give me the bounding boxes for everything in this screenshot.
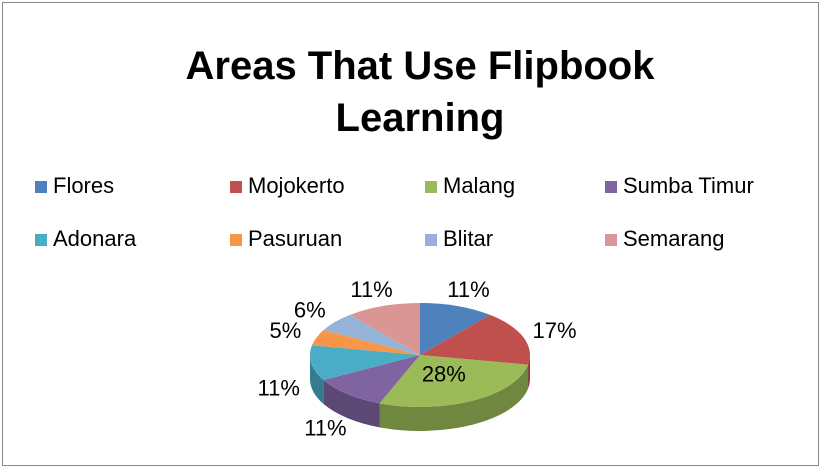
slice-side (379, 364, 529, 431)
slice-side (528, 355, 530, 389)
chart-title: Areas That Use Flipbook Learning (185, 44, 655, 140)
slice (323, 355, 420, 404)
slice (323, 314, 420, 355)
data-label: 11% (258, 375, 300, 400)
legend-swatch (35, 234, 47, 246)
data-label: 11% (304, 416, 346, 441)
slice (379, 355, 529, 408)
slice (420, 314, 530, 365)
legend-label: Flores (53, 173, 114, 198)
data-label: 5% (270, 318, 302, 343)
legend-swatch (605, 234, 617, 246)
data-label: 6% (294, 298, 326, 323)
slice (420, 303, 491, 355)
legend-swatch (35, 181, 47, 193)
legend-label: Blitar (443, 226, 493, 251)
slice (311, 329, 420, 355)
data-label: 11% (447, 277, 489, 302)
legend-swatch (425, 181, 437, 193)
slice-side (323, 380, 380, 428)
data-label: 11% (350, 277, 392, 302)
data-label: 17% (533, 318, 577, 343)
legend-label: Malang (443, 173, 515, 198)
legend-swatch (230, 181, 242, 193)
legend-swatch (425, 234, 437, 246)
slice-side (310, 355, 324, 405)
slice (309, 345, 420, 381)
legend-label: Mojokerto (248, 173, 345, 198)
data-label: 28% (422, 361, 466, 386)
legend-swatch (605, 181, 617, 193)
legend-label: Semarang (623, 226, 725, 251)
legend-label: Sumba Timur (623, 173, 754, 198)
legend-label: Adonara (53, 226, 137, 251)
legend-swatch (230, 234, 242, 246)
slice (349, 303, 420, 355)
legend-label: Pasuruan (248, 226, 342, 251)
